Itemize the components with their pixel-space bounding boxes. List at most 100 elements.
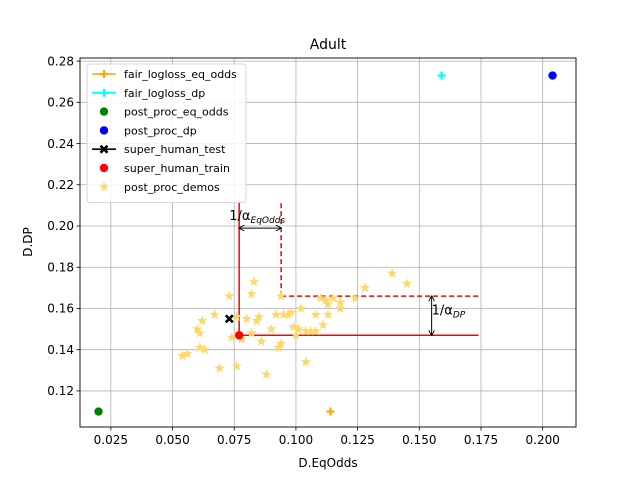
y-tick-label: 0.12	[47, 384, 74, 398]
post_proc_demos-point	[283, 309, 294, 320]
legend-marker	[99, 126, 109, 135]
legend-label: fair_logloss_eq_odds	[124, 68, 237, 81]
legend-label: fair_logloss_dp	[124, 87, 205, 100]
post_proc_demos-point	[248, 276, 260, 287]
post_proc_demos-point	[246, 288, 257, 299]
y-tick-label: 0.26	[47, 96, 74, 110]
post_proc_demos-point	[253, 311, 265, 322]
reference-lines	[238, 199, 479, 337]
post_proc_demos-point	[236, 333, 247, 344]
legend-label: super_human_test	[124, 143, 226, 156]
legend-marker	[98, 181, 110, 192]
post_proc_demos-point	[271, 309, 282, 320]
post_proc_demos-point	[246, 327, 257, 338]
annotation-main: 1/α	[229, 209, 250, 224]
plot-frame	[79, 57, 577, 428]
post_proc_demos-point	[285, 307, 297, 317]
legend-item: fair_logloss_dp	[92, 87, 205, 100]
fair_logloss_eq_odds-point	[326, 407, 335, 416]
legend-item: post_proc_eq_odds	[99, 106, 229, 119]
super_human_train-point	[234, 331, 244, 340]
post_proc_demos-point	[310, 309, 321, 320]
legend-item: post_proc_dp	[99, 124, 197, 137]
y-tick-label: 0.18	[47, 260, 74, 274]
post_proc_demos-point	[278, 309, 289, 320]
post_proc_demos-point	[350, 292, 361, 303]
legend-label: post_proc_dp	[124, 124, 197, 137]
post_proc_demos-point	[288, 321, 299, 332]
x-tick-label: 0.150	[402, 433, 436, 447]
legend-item: super_human_train	[99, 162, 230, 175]
post_proc_demos-point	[359, 282, 371, 293]
post_proc_demos-point	[320, 294, 331, 305]
post_proc_demos-point	[209, 309, 220, 320]
legend-item: super_human_test	[92, 143, 226, 156]
chart-title: Adult	[310, 37, 347, 53]
legend-label: post_proc_eq_odds	[124, 106, 229, 119]
y-tick-label: 0.16	[47, 302, 74, 316]
x-tick-label: 0.125	[340, 433, 374, 447]
y-axis-label: D.DP	[21, 227, 35, 257]
legend-marker	[100, 70, 108, 78]
post_proc_demos-point	[192, 323, 203, 334]
legend-item: post_proc_demos	[98, 181, 220, 194]
post_proc_demos-point	[322, 298, 334, 309]
legend-label: post_proc_demos	[124, 181, 220, 194]
post_proc_demos-point	[199, 344, 210, 355]
annotation-main: 1/α	[432, 304, 453, 319]
post_proc_demos-point	[335, 303, 346, 313]
x-axis-label: D.EqOdds	[298, 456, 357, 470]
post_proc_demos-point	[310, 325, 321, 336]
legend: fair_logloss_eq_odds fair_logloss_dp post_…	[86, 63, 247, 204]
y-tick-label: 0.22	[47, 178, 74, 192]
y-tick-label: 0.20	[47, 219, 74, 233]
post_proc_eq_odds-point	[94, 407, 103, 416]
post_proc_demos-point	[327, 292, 339, 303]
x-tick-label: 0.175	[464, 433, 498, 447]
post_proc_demos-point	[266, 323, 277, 334]
post_proc_dp-point	[548, 71, 557, 80]
legend-marker	[99, 144, 109, 154]
x-tick-label: 0.025	[94, 433, 128, 447]
annotation-label: 1/αDP	[432, 304, 466, 321]
post_proc_demos-point	[317, 319, 329, 330]
fair_logloss_dp-point	[437, 71, 446, 80]
post_proc_demos-point	[256, 336, 267, 346]
legend-box	[86, 63, 247, 204]
x-tick-label: 0.050	[155, 433, 189, 447]
annotation-subscript: EqOdds	[251, 216, 286, 226]
x-tick-label: 0.075	[217, 433, 251, 447]
post_proc_demos-point	[177, 350, 188, 361]
post_proc_demos-point	[300, 325, 311, 336]
legend-marker	[99, 163, 109, 173]
y-tick-label: 0.14	[47, 343, 74, 357]
y-tick-label: 0.24	[47, 137, 74, 151]
post_proc_demos-point	[275, 338, 287, 348]
post_proc_demos-point	[322, 309, 334, 320]
legend-marker	[100, 88, 108, 97]
post_proc_demos-point	[197, 315, 208, 326]
annotation-label: 1/αEqOdds	[229, 209, 285, 226]
post_proc_demos-point	[401, 278, 413, 289]
post_proc_demos-point	[261, 369, 272, 379]
post_proc_demos-point	[214, 362, 225, 373]
post_proc_demos-point	[295, 303, 306, 313]
legend-marker	[99, 107, 109, 116]
post_proc_demos-point	[275, 290, 287, 301]
legend-label: super_human_train	[124, 162, 230, 175]
data-points	[94, 71, 557, 416]
post_proc_demos-point	[315, 292, 326, 303]
post_proc_demos-point	[293, 323, 304, 334]
post_proc_demos-point	[241, 313, 252, 324]
post_proc_demos-point	[194, 342, 205, 352]
post_proc_demos-point	[231, 311, 242, 322]
post_proc_demos-point	[300, 356, 311, 367]
x-tick-label: 0.100	[279, 433, 313, 447]
super_human_test-point	[224, 314, 234, 324]
x-tick-label: 0.200	[526, 433, 560, 447]
post_proc_demos-point	[231, 360, 242, 371]
post_proc_demos-point	[305, 325, 316, 336]
grid	[80, 58, 576, 427]
